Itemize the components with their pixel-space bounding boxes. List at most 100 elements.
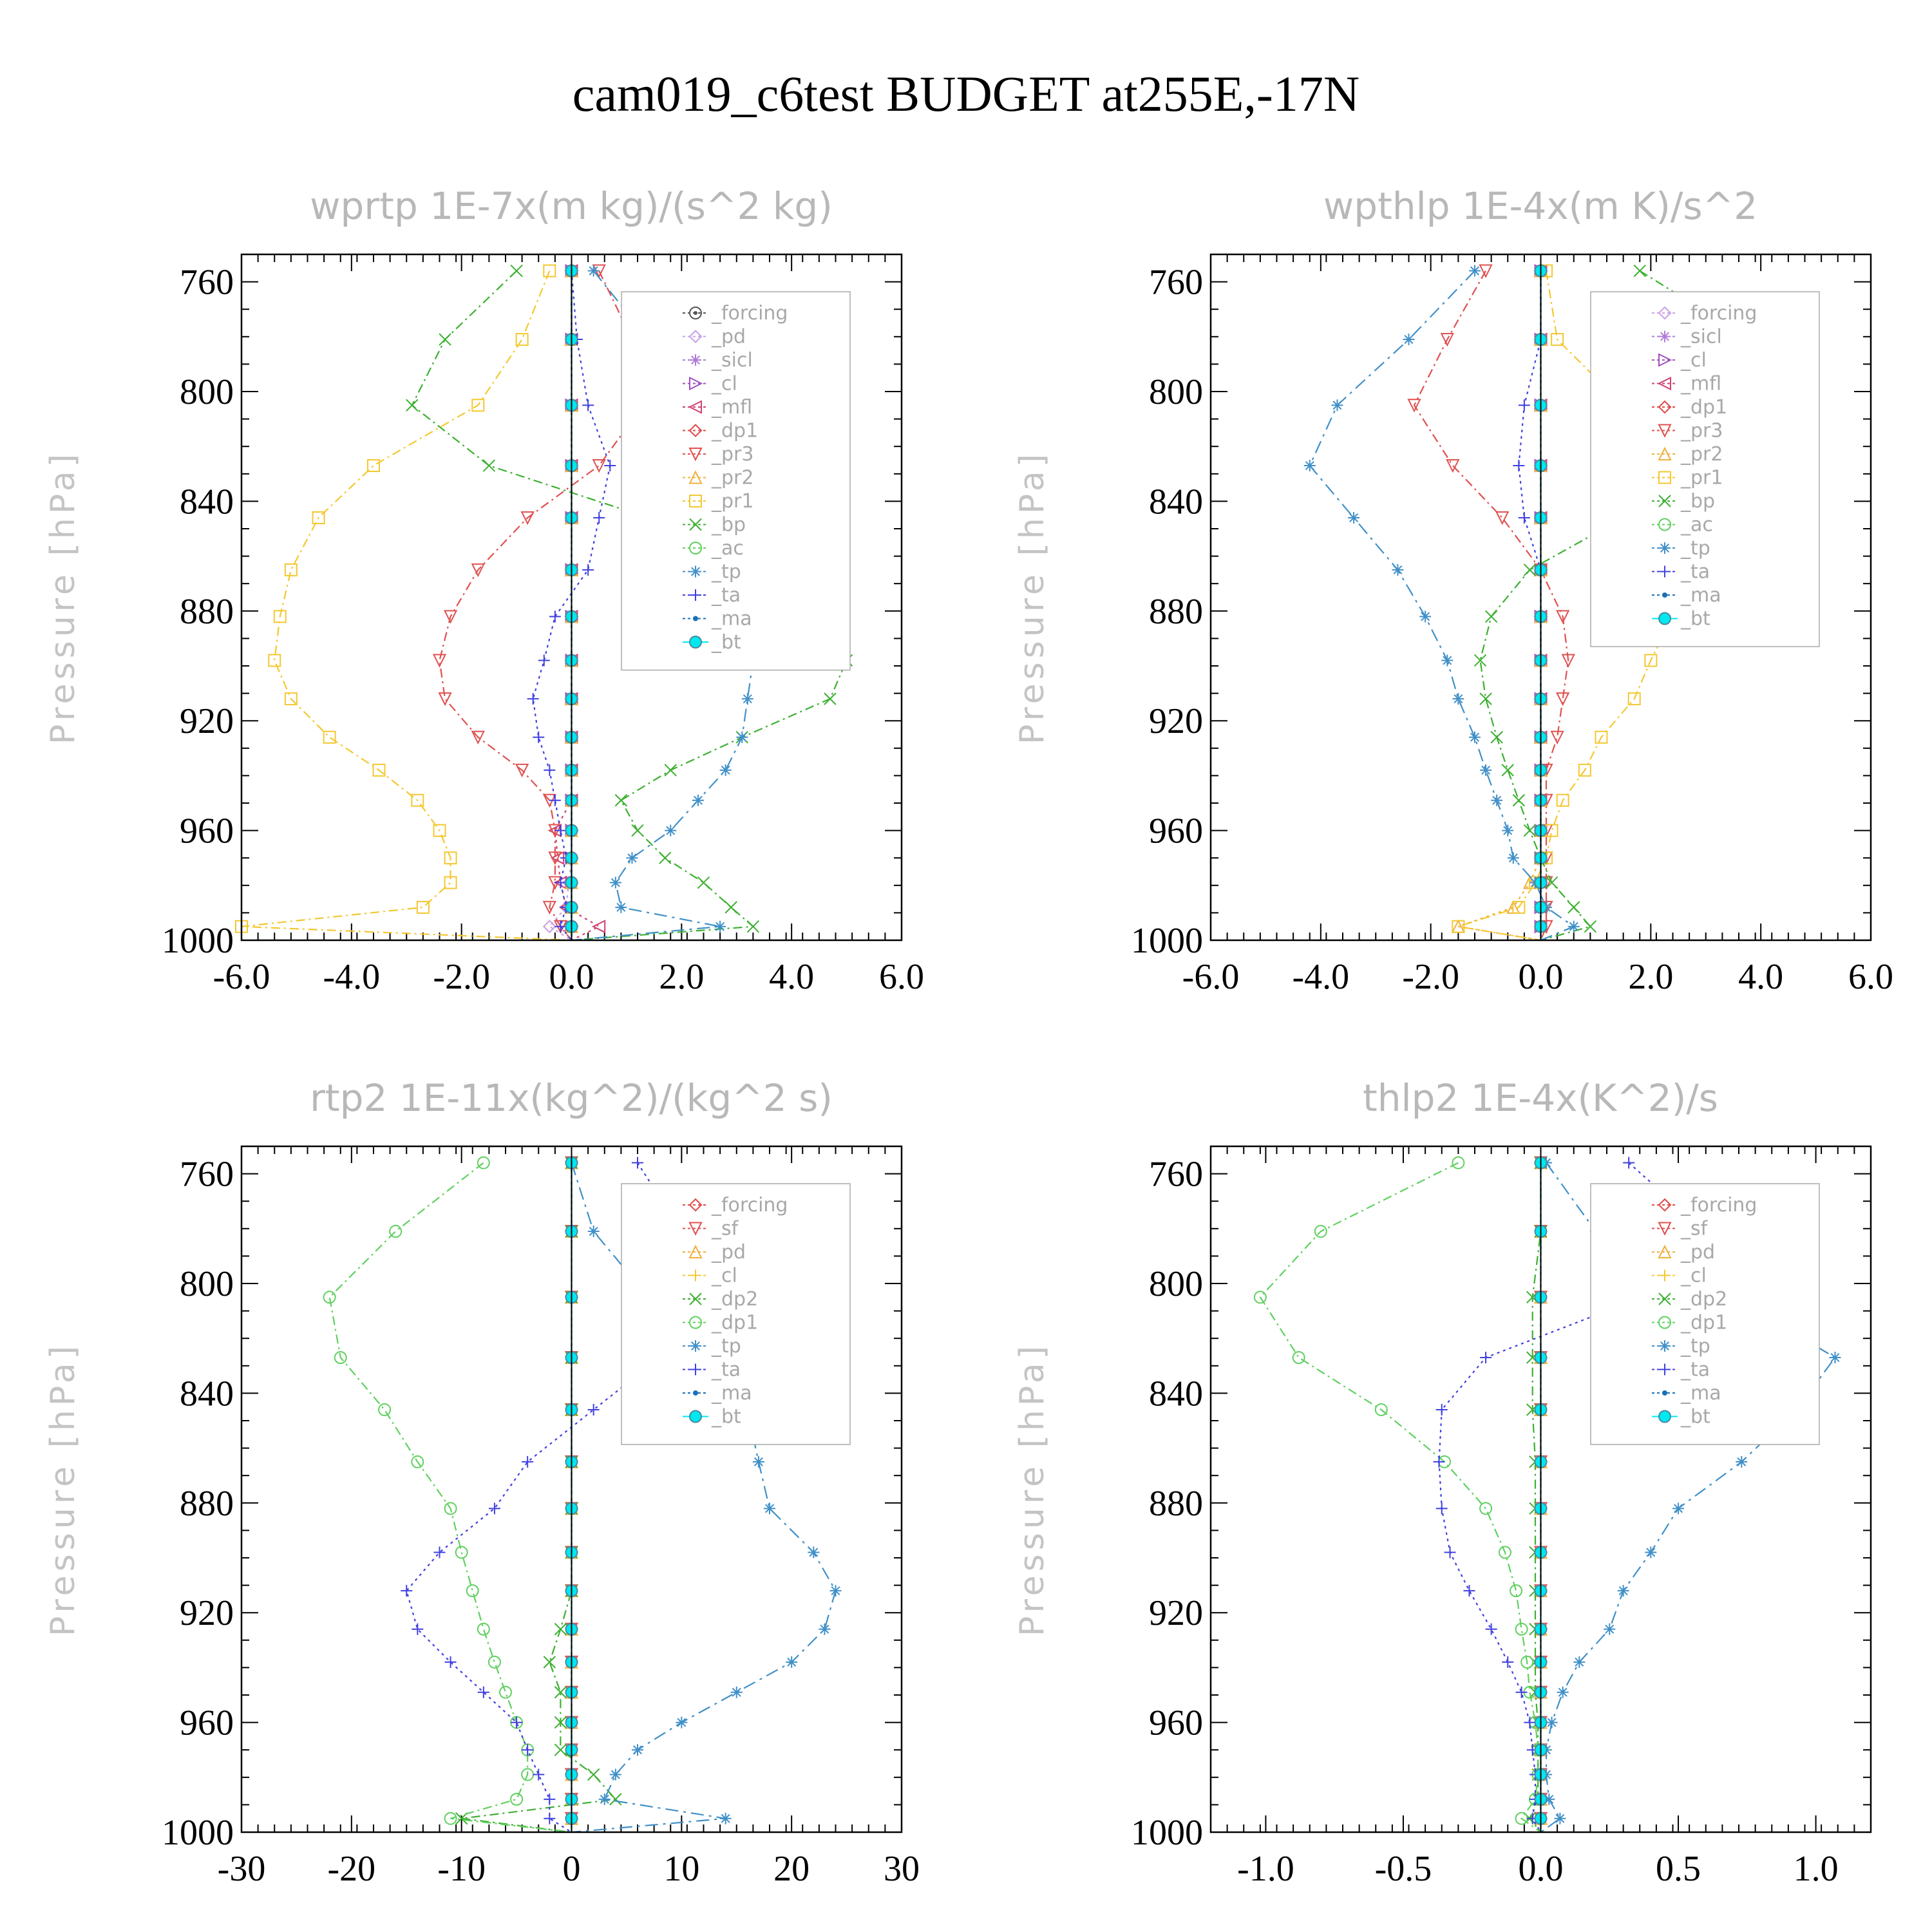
legend-label: _bt <box>711 1406 741 1428</box>
series-dp1-point <box>323 1291 336 1304</box>
series-tp-point <box>1452 693 1464 705</box>
x-tick-label: -10 <box>437 1849 486 1889</box>
series-ta-point <box>477 1686 489 1698</box>
series-ta-point <box>488 1502 500 1515</box>
y-tick-label: 960 <box>1149 1703 1203 1743</box>
series-dp1-point <box>1515 1622 1528 1636</box>
series-tp-point <box>736 731 748 743</box>
legend-item-cl: _cl <box>1652 1265 1707 1287</box>
series-ta-point <box>511 1716 523 1728</box>
series-pr1-point <box>367 459 380 473</box>
legend-marker <box>1658 495 1671 507</box>
legend-item-pr1: _pr1 <box>683 490 753 513</box>
panel-title: thlp2 1E-4x(K^2)/s <box>1363 1076 1718 1120</box>
series-bp-point <box>1512 794 1526 807</box>
legend-marker-dot <box>694 311 697 315</box>
legend-label: _pr3 <box>711 443 753 466</box>
series-bp-point <box>482 459 496 472</box>
legend-label: _dp1 <box>1680 396 1727 419</box>
legend-label: _pd <box>711 326 746 348</box>
series-tp-point <box>1567 920 1580 933</box>
series-ta-point <box>604 460 616 472</box>
series-ta-point <box>1515 1686 1528 1698</box>
legend-marker <box>1658 424 1672 438</box>
series-tp-point <box>719 764 732 776</box>
legend-label: _dp2 <box>711 1288 758 1311</box>
y-tick-label: 1000 <box>1131 1813 1203 1853</box>
legend-label: _cl <box>1680 349 1707 372</box>
legend-marker <box>688 400 702 414</box>
series-tp-point <box>676 1716 688 1728</box>
x-tick-label: 0 <box>563 1849 581 1889</box>
legend-item-dp1: _dp1 <box>683 1312 758 1334</box>
series-ta-point <box>554 920 567 933</box>
series-pr1-line <box>241 270 572 942</box>
legend-item-pr1: _pr1 <box>1652 467 1723 489</box>
series-tp-point <box>1469 265 1481 277</box>
legend-item-dp1: _dp1 <box>1652 1312 1727 1334</box>
series-mfl <box>547 263 606 941</box>
series-tp-line <box>1309 270 1576 942</box>
legend-label: _dp1 <box>711 1312 758 1334</box>
series-dp1 <box>323 1156 572 1833</box>
series-ta-point <box>1444 1546 1456 1558</box>
series-pr3-point <box>1550 730 1564 744</box>
x-tick-label: -6.0 <box>1182 957 1240 997</box>
legend-label: _sicl <box>711 349 753 372</box>
series-pr1-point <box>444 876 457 889</box>
legend-marker <box>1658 1316 1671 1329</box>
y-axis-label: Pressure [hPa] <box>1013 1342 1052 1636</box>
series-tp-point <box>719 1812 732 1824</box>
legend-marker <box>693 1390 698 1396</box>
legend-marker <box>1658 518 1671 531</box>
series-pr1-point <box>284 563 298 576</box>
legend-marker <box>1659 1340 1671 1352</box>
legend-marker <box>689 542 702 554</box>
legend-marker <box>1662 1390 1667 1396</box>
x-tick-label: -2.0 <box>1402 957 1459 997</box>
legend-item-bp: _bp <box>1652 490 1715 513</box>
legend-label: _pr2 <box>1680 443 1723 466</box>
series-tp-point <box>714 920 726 933</box>
series-pr1-point <box>515 333 529 346</box>
series-tp-point <box>1736 1455 1748 1468</box>
series-bp-point <box>1490 731 1503 744</box>
legend-item-ma: _ma <box>683 608 752 630</box>
series-ta-point <box>549 794 561 806</box>
series-pr1-point <box>1595 730 1608 744</box>
legend-marker <box>688 470 703 484</box>
x-tick-label: 30 <box>884 1849 920 1889</box>
series-bp-point <box>406 399 419 412</box>
legend-marker <box>1659 1363 1671 1376</box>
series-ta-point <box>1518 511 1530 524</box>
series-tp-point <box>665 824 677 837</box>
series-tp-point <box>829 1585 842 1597</box>
legend-label: _tp <box>1680 1335 1710 1358</box>
series-ta-point <box>1502 1656 1514 1668</box>
y-tick-label: 840 <box>180 1374 234 1414</box>
series-tp-point <box>752 1455 764 1468</box>
series-pr1 <box>235 264 572 942</box>
y-tick-label: 920 <box>1149 1593 1203 1633</box>
series-pr3-point <box>1556 610 1570 624</box>
series-ta-line <box>532 270 611 941</box>
series-dp2-line <box>1529 1162 1542 1833</box>
legend-marker <box>688 424 703 437</box>
panel-title: wpthlp 1E-4x(m K)/s^2 <box>1323 184 1757 228</box>
plot-frame <box>240 253 903 942</box>
series-pr3-point <box>471 730 485 744</box>
y-tick-label: 1000 <box>162 921 234 961</box>
series-ta-point <box>549 611 561 623</box>
legend-label: _sf <box>711 1218 739 1240</box>
legend-item-bt: _bt <box>683 631 741 654</box>
series-ta-point <box>1435 1502 1448 1515</box>
legend-item-pd: _pd <box>1652 1241 1715 1264</box>
legend-marker <box>693 616 698 621</box>
legend-marker <box>688 448 703 462</box>
series-ta-point <box>1435 1403 1448 1416</box>
series-pr3 <box>432 264 650 941</box>
series-tp-point <box>741 693 753 705</box>
legend-item-pr2: _pr2 <box>683 467 753 489</box>
series-bp-point <box>1584 920 1597 933</box>
